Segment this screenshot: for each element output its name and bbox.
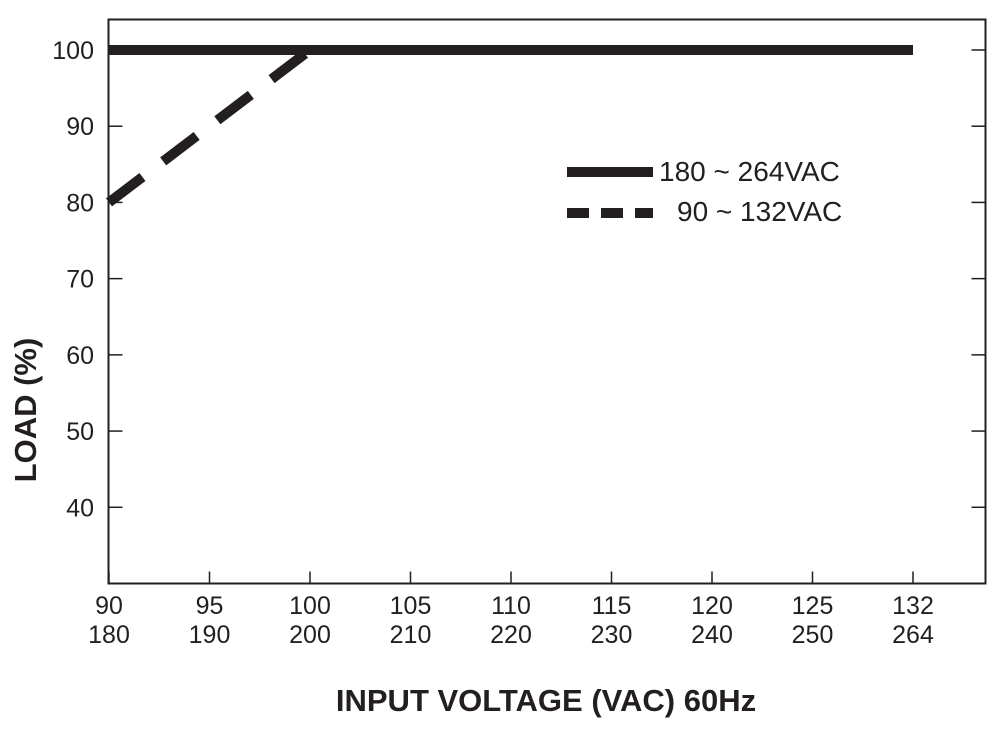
y-tick-label: 50 xyxy=(66,418,94,446)
x-tick-label-bottom: 210 xyxy=(390,621,432,649)
y-axis-ticks: 40 50 60 70 80 90 100 xyxy=(52,37,986,522)
x-tick-label-bottom: 180 xyxy=(88,621,130,649)
x-axis-title: INPUT VOLTAGE (VAC) 60Hz xyxy=(336,683,756,718)
y-tick-label: 40 xyxy=(66,494,94,522)
x-tick-label-top: 90 xyxy=(95,592,123,620)
y-tick-label: 80 xyxy=(66,189,94,217)
x-tick-label-bottom: 220 xyxy=(490,621,532,649)
x-tick-label-top: 100 xyxy=(289,592,331,620)
x-tick-label-bottom: 200 xyxy=(289,621,331,649)
x-tick-label-top: 120 xyxy=(691,592,733,620)
x-tick-label-top: 115 xyxy=(592,592,632,620)
series-line-dashed xyxy=(105,46,314,207)
legend: 180 ~ 264VAC 90 ~ 132VAC xyxy=(567,156,842,227)
legend-label-solid: 180 ~ 264VAC xyxy=(659,156,840,187)
x-tick-label-bottom: 190 xyxy=(189,621,231,649)
y-tick-label: 90 xyxy=(66,113,94,141)
x-tick-label-bottom: 230 xyxy=(591,621,633,649)
x-tick-label-bottom: 250 xyxy=(792,621,834,649)
legend-label-dashed: 90 ~ 132VAC xyxy=(677,196,842,227)
y-tick-label: 100 xyxy=(52,37,94,65)
x-tick-label-top: 105 xyxy=(390,592,432,620)
x-tick-label-top: 110 xyxy=(491,592,531,620)
x-tick-label-top: 95 xyxy=(196,592,224,620)
y-tick-label: 70 xyxy=(66,266,94,294)
x-tick-label-top: 132 xyxy=(892,592,934,620)
x-tick-label-bottom: 240 xyxy=(691,621,733,649)
x-tick-label-top: 125 xyxy=(792,592,834,620)
series-lines xyxy=(105,44,913,207)
plot-frame xyxy=(107,18,987,585)
x-tick-label-bottom: 264 xyxy=(892,621,934,649)
y-tick-label: 60 xyxy=(66,342,94,370)
y-axis-title: LOAD (%) xyxy=(8,338,43,483)
